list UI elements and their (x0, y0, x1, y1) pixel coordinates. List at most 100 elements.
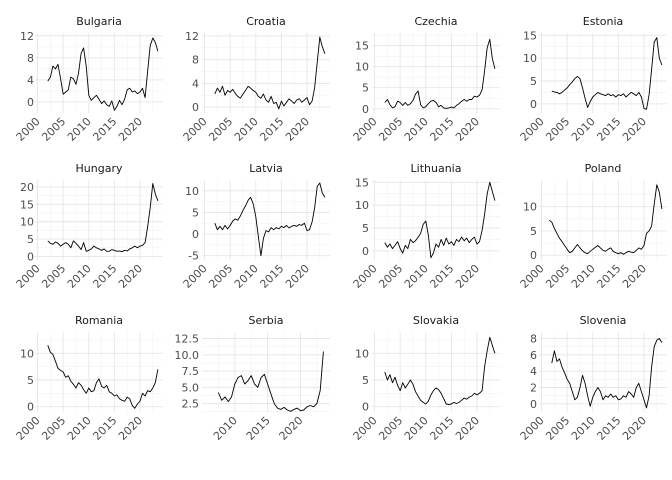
series-line-czechia (384, 38, 496, 109)
x-tick-label: 2000 (14, 262, 43, 291)
x-tick-label: 2015 (90, 262, 119, 291)
x-tick-label: 2005 (376, 262, 405, 291)
series-line-romania (47, 345, 159, 409)
y-tick-label: 12.5 (175, 333, 200, 346)
grid-minor (35, 180, 163, 260)
grid-minor (372, 33, 500, 113)
x-tick-label: 2005 (543, 414, 572, 443)
x-tick-label: 2015 (427, 262, 456, 291)
x-tick-label: 2010 (232, 262, 261, 291)
y-tick-label: 4 (192, 77, 199, 90)
series-line-croatia (214, 36, 326, 110)
x-tick-label: 2020 (453, 115, 482, 144)
x-tick-label: 2005 (39, 414, 68, 443)
x-tick-label: 2000 (518, 414, 547, 443)
y-tick-label: 0 (27, 401, 34, 414)
x-tick-label: 2010 (402, 414, 431, 443)
x-tick-label: 2010 (569, 115, 598, 144)
grid-major (539, 33, 667, 113)
y-tick-label: 2 (530, 382, 537, 395)
y-tick-label: 2.5 (182, 398, 200, 411)
y-tick-label: 5 (192, 206, 199, 219)
y-tick-label: 5 (362, 222, 369, 235)
y-tick-label: 10 (523, 201, 537, 214)
grid-major (202, 180, 330, 260)
grid-major (539, 332, 667, 412)
y-tick-label: 6 (530, 349, 537, 362)
x-tick-label: 2000 (181, 262, 210, 291)
x-tick-label: 2000 (181, 115, 210, 144)
x-tick-label: 2005 (206, 262, 235, 291)
grid-major (372, 33, 500, 113)
y-tick-label: 5 (362, 374, 369, 387)
x-tick-label: 2010 (211, 414, 240, 443)
panel-title: Croatia (246, 15, 286, 28)
grid-minor (202, 33, 330, 113)
panel-title: Latvia (249, 162, 283, 175)
grid-minor (539, 180, 667, 260)
y-tick-label: 0 (362, 103, 369, 116)
grid-major (35, 332, 163, 412)
grid-minor (35, 332, 163, 412)
x-tick-label: 2005 (376, 414, 405, 443)
x-tick-label: 2015 (427, 115, 456, 144)
series-line-latvia (214, 182, 326, 257)
series-line-bulgaria (47, 37, 159, 111)
y-tick-label: 10 (20, 347, 34, 360)
x-tick-label: 2010 (232, 115, 261, 144)
panel-title: Hungary (76, 162, 123, 175)
x-tick-label: 2020 (283, 115, 312, 144)
x-tick-label: 2010 (402, 115, 431, 144)
y-tick-label: 0 (27, 96, 34, 109)
y-tick-label: 0 (362, 401, 369, 414)
x-tick-label: 2015 (90, 115, 119, 144)
x-tick-label: 2010 (569, 414, 598, 443)
x-tick-label: 2000 (351, 115, 380, 144)
y-tick-label: 5 (27, 374, 34, 387)
panel-title: Romania (75, 314, 123, 327)
grid-minor (202, 180, 330, 260)
panel-title: Estonia (583, 15, 624, 28)
y-tick-label: 10 (523, 52, 537, 65)
y-tick-label: 0 (192, 101, 199, 114)
panel-title: Czechia (414, 15, 457, 28)
y-tick-label: 12 (20, 30, 34, 43)
x-tick-label: 2015 (257, 115, 286, 144)
grid-major (539, 180, 667, 260)
y-tick-label: 10 (355, 61, 369, 74)
panel-title: Slovakia (413, 314, 459, 327)
x-tick-label: 2020 (277, 414, 306, 443)
panel-title: Bulgaria (76, 15, 122, 28)
y-tick-label: 5 (530, 75, 537, 88)
y-tick-label: 0 (27, 251, 34, 264)
x-tick-label: 2015 (594, 262, 623, 291)
grid-major (372, 332, 500, 412)
y-tick-label: 0 (362, 245, 369, 258)
series-line-poland (548, 184, 663, 255)
x-tick-label: 2000 (14, 414, 43, 443)
x-tick-label: 2000 (14, 115, 43, 144)
y-tick-label: 15 (20, 198, 34, 211)
y-tick-label: 8 (530, 333, 537, 346)
series-line-hungary (47, 183, 159, 253)
x-tick-label: 2015 (594, 414, 623, 443)
x-tick-label: 2005 (376, 115, 405, 144)
x-tick-label: 2000 (518, 262, 547, 291)
x-tick-label: 2015 (90, 414, 119, 443)
x-tick-label: 2005 (206, 115, 235, 144)
panel-title: Serbia (248, 314, 283, 327)
y-tick-label: 5 (27, 233, 34, 246)
x-tick-label: 2000 (518, 115, 547, 144)
x-tick-label: 2015 (257, 262, 286, 291)
x-tick-label: 2015 (594, 115, 623, 144)
grid-minor (35, 33, 163, 113)
panel-serbia: Serbia 2.5 5.0 7.5 10.0 12.5 2010 2015 2020 (175, 314, 330, 443)
grid-minor (202, 332, 330, 412)
